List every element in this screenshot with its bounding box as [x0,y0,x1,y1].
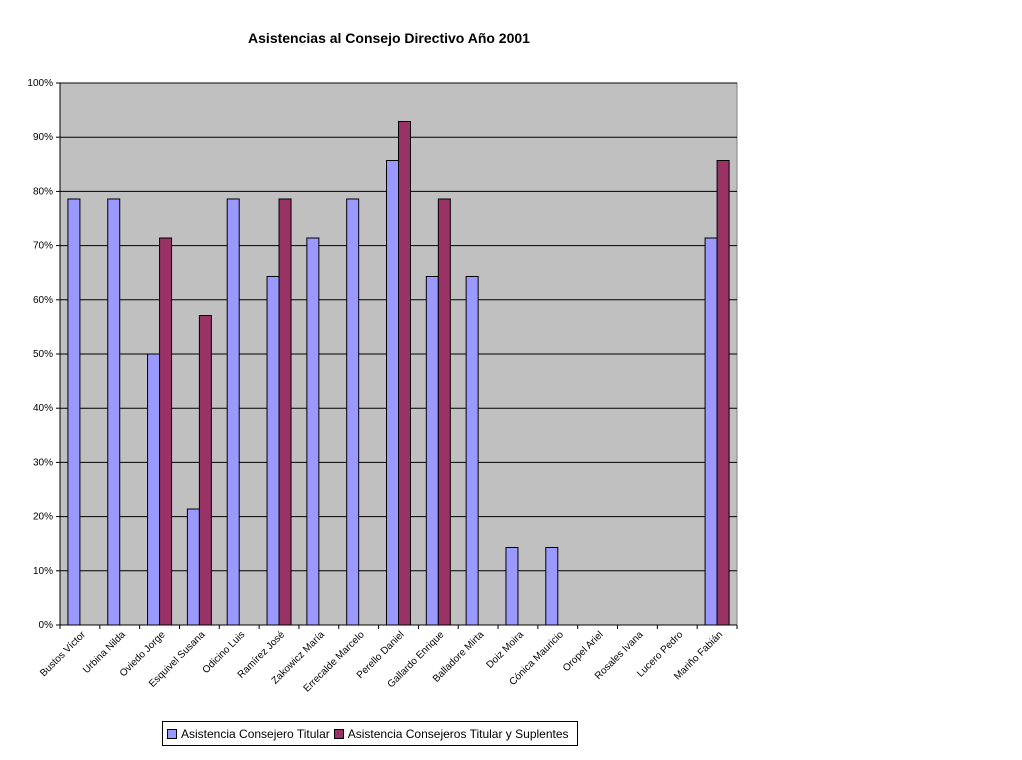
y-tick-label: 20% [33,512,53,523]
y-tick-label: 50% [33,349,53,360]
bar-titular [186,508,200,626]
bar-titular [505,546,519,626]
bar-suplentes [198,315,212,626]
legend: Asistencia Consejero Titular Asistencia … [162,721,578,746]
y-tick-label: 0% [39,620,54,631]
y-tick-label: 60% [33,295,53,306]
bar-suplentes [398,120,411,626]
bar-titular [107,198,121,626]
legend-label-titular: Asistencia Consejero Titular [181,726,330,741]
y-tick-label: 70% [33,241,53,252]
bar-titular [704,237,718,626]
chart-title: Asistencias al Consejo Directivo Año 200… [248,30,530,46]
bar-suplentes [278,198,292,626]
bar-titular [226,198,240,626]
y-tick-label: 80% [33,186,53,197]
legend-swatch-suplentes [333,728,344,739]
bar-suplentes [159,237,173,626]
legend-swatch-titular [167,728,177,739]
bar-titular [545,546,559,626]
bar-titular [425,275,439,626]
x-tick-label: Doiz Moira [485,629,527,671]
y-tick-label: 90% [33,132,53,143]
bar-suplentes [716,160,730,626]
bar-titular [306,237,320,626]
bar-titular [346,198,360,626]
legend-label-suplentes: Asistencia Consejeros Titular y Suplente… [347,726,569,741]
bar-titular [266,275,280,626]
y-tick-label: 10% [33,566,53,577]
y-tick-label: 30% [33,457,53,468]
y-tick-label: 100% [27,78,53,89]
legend-item-titular: Asistencia Consejero Titular [167,727,330,741]
bar-titular [465,275,479,626]
x-tick-label: Bustos Víctor [38,629,88,679]
bar-titular [386,160,399,626]
bar-titular [147,353,161,626]
y-tick-label: 40% [33,403,53,414]
bar-titular [67,198,81,626]
bar-suplentes [437,198,451,626]
legend-item-suplentes: Asistencia Consejeros Titular y Suplente… [333,726,569,741]
